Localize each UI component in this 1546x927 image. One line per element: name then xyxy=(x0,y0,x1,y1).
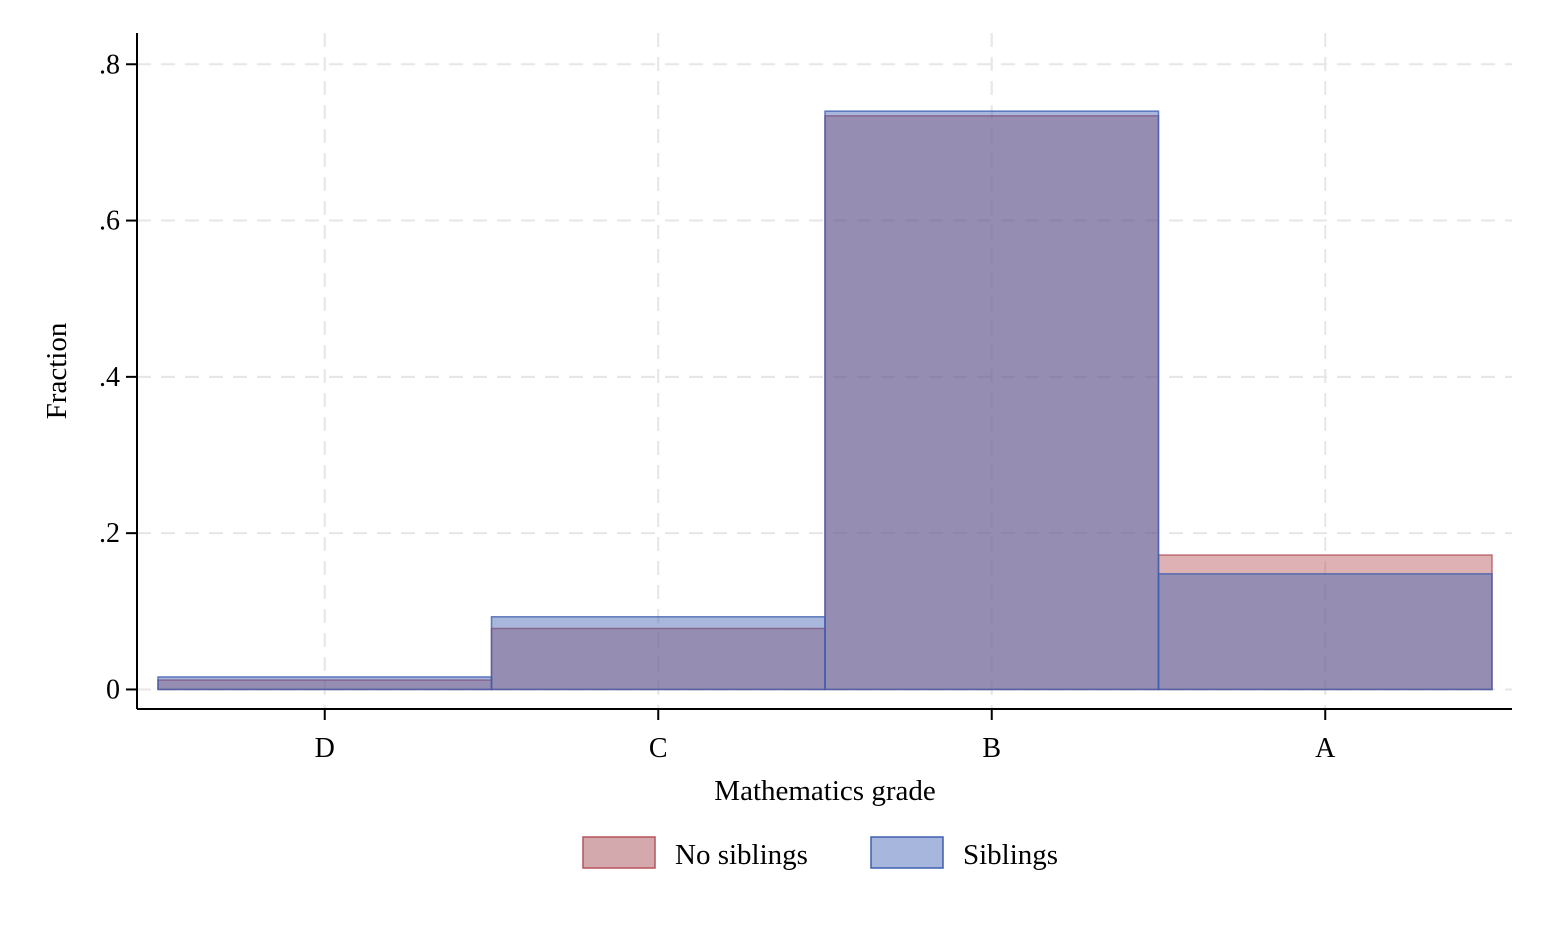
legend: No siblings Siblings xyxy=(582,836,1058,871)
legend-label-siblings: Siblings xyxy=(963,839,1058,871)
y-tick-label-6: .6 xyxy=(99,206,120,237)
bar-siblings-b xyxy=(824,110,1160,691)
x-axis-title: Mathematics grade xyxy=(714,775,935,807)
tick-labels: 0 .2 .4 .6 .8 D C B A xyxy=(99,49,1336,764)
x-tick-label-a: A xyxy=(1315,733,1336,764)
x-tick-label-b: B xyxy=(982,733,1001,764)
bars xyxy=(157,110,1493,691)
y-tick-label-2: .2 xyxy=(99,518,120,549)
y-tick-label-8: .8 xyxy=(99,49,120,80)
bar-siblings-a xyxy=(1157,573,1493,691)
x-tick-label-c: C xyxy=(649,733,668,764)
axes xyxy=(136,33,1512,710)
legend-label-no-siblings: No siblings xyxy=(675,839,808,871)
bar-siblings-c xyxy=(490,616,826,691)
y-axis-title: Fraction xyxy=(41,322,73,419)
bar-no-siblings-a xyxy=(1157,554,1493,691)
y-tick-label-4: .4 xyxy=(99,362,120,393)
legend-swatch-no-siblings xyxy=(582,836,656,869)
y-tick-label-0: 0 xyxy=(106,674,120,705)
bar-siblings-d xyxy=(157,676,493,691)
x-tick-label-d: D xyxy=(315,733,335,764)
legend-swatch-siblings xyxy=(870,836,944,869)
